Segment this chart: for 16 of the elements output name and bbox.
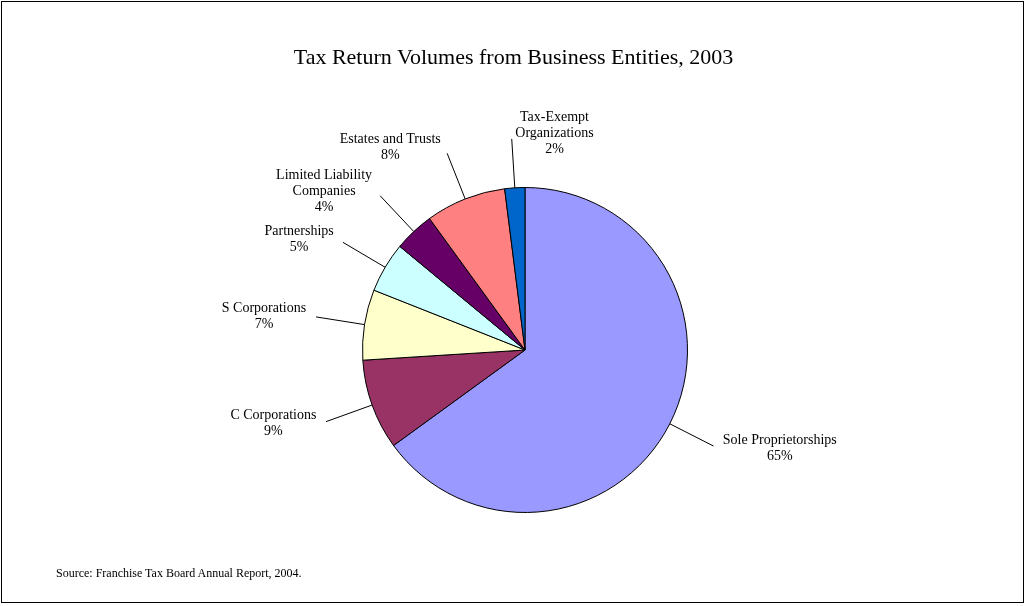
slice-label: Estates and Trusts [339, 131, 441, 147]
slice-label: Limited Liability Companies [276, 167, 373, 199]
data-label: 8% [380, 147, 400, 163]
data-label: 65% [766, 448, 793, 464]
slice-label: S Corporations [221, 299, 307, 315]
data-label: 4% [314, 199, 334, 215]
chart-title: Tax Return Volumes from Business Entities, 2003 [292, 44, 735, 70]
data-label: 9% [264, 423, 284, 439]
slice-label: Sole Proprietorships [722, 432, 837, 448]
source-note: Source: Franchise Tax Board Annual Report, 2004. [56, 566, 302, 581]
slice-label: C Corporations [230, 407, 317, 423]
slice-label: Partnerships [264, 222, 334, 238]
data-label: 5% [289, 238, 309, 254]
data-label: 2% [545, 140, 565, 156]
data-label: 7% [254, 315, 274, 331]
slice-label: Tax-Exempt Organizations [515, 108, 594, 140]
